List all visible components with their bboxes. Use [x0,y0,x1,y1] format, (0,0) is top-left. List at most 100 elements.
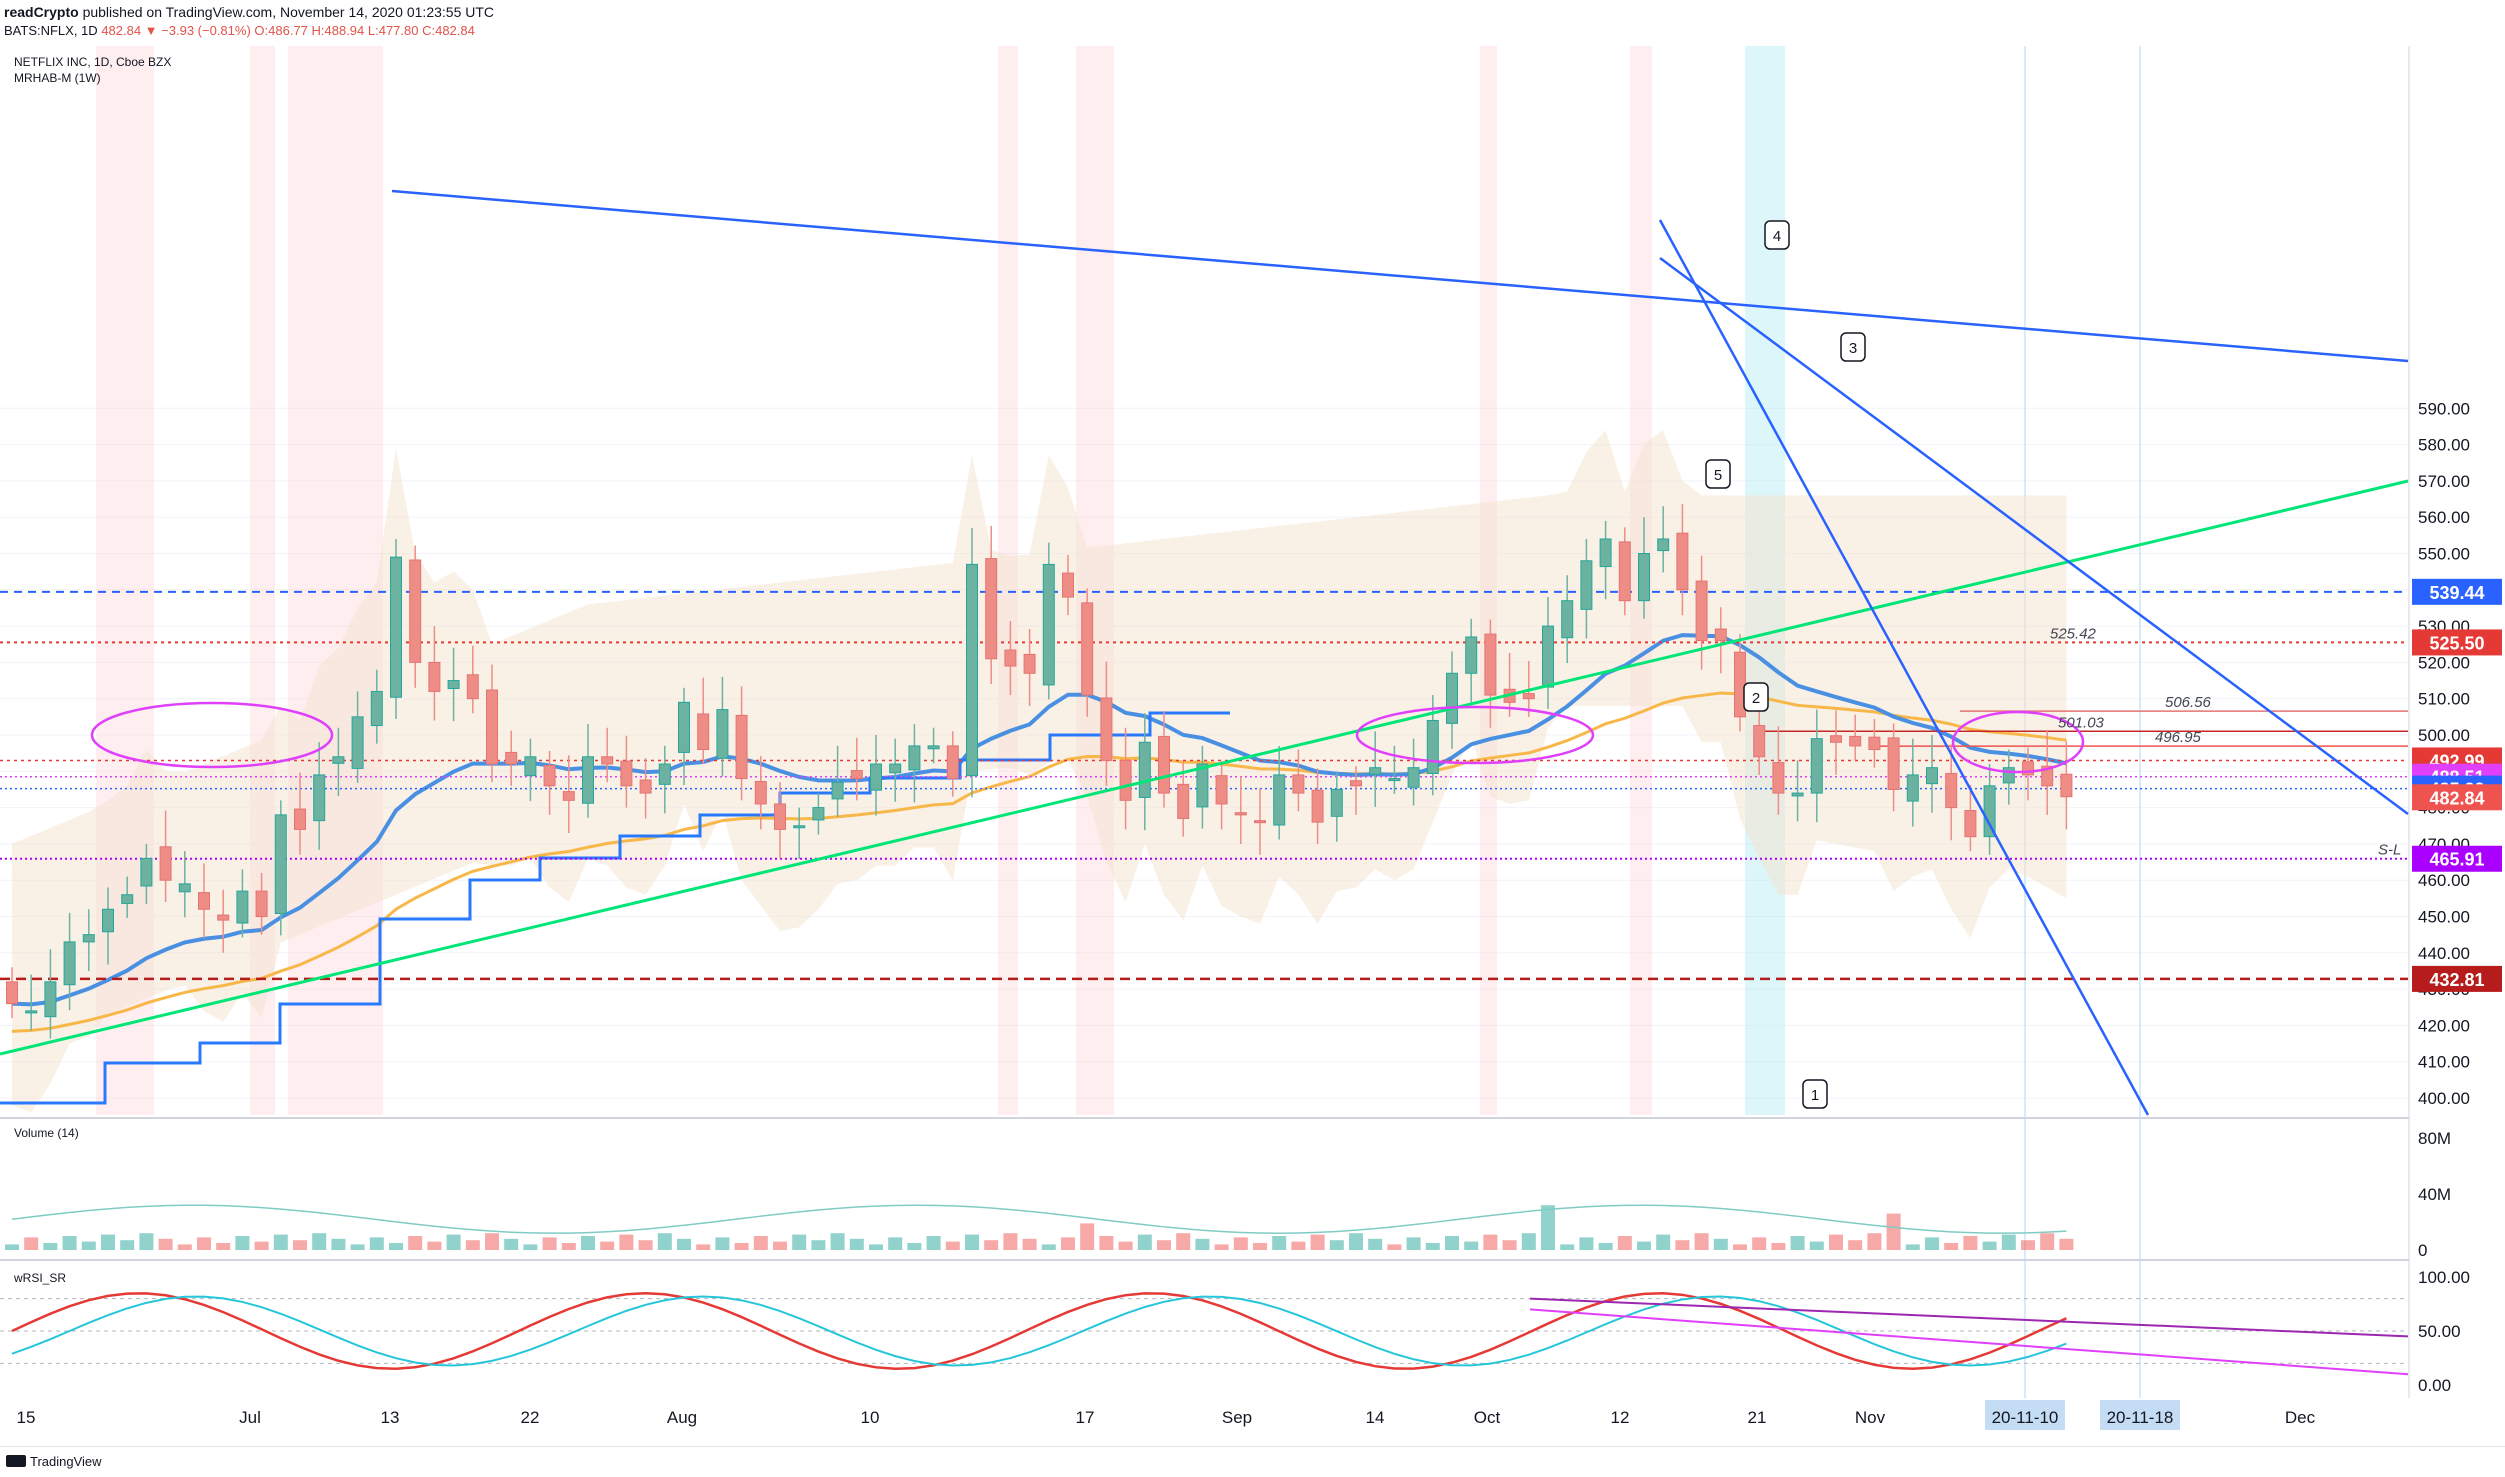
publisher-name[interactable]: readCrypto [4,4,79,20]
volume-bar [619,1234,634,1250]
callout-number: 2 [1752,690,1760,707]
symbol-label[interactable]: BATS:NFLX, 1D [4,23,98,38]
candle-body [889,763,902,774]
descending-resistance-line [391,189,2409,363]
volume-bar [2040,1233,2055,1250]
candle-body [217,914,230,921]
price-tick: 560.00 [2418,508,2470,527]
candle-body [390,556,402,698]
volume-bar [139,1233,154,1250]
chart-title: NETFLIX INC, 1D, Cboe BZX [14,55,171,69]
footer: TradingView [0,1446,2505,1477]
candle-body [1484,633,1497,696]
volume-bar [677,1238,691,1250]
price-label-box [2412,578,2502,605]
candle-body [2041,765,2054,787]
candle-body [1638,553,1650,602]
volume-bar [24,1237,39,1250]
candle-body [1446,672,1458,724]
volume-bar [1099,1236,1114,1250]
candle-body [1772,762,1785,794]
candle-body [255,890,268,918]
time-axis: 15 Jul 13 22 Aug 10 17 Sep 14 Oct 12 21 Nov 20-11-10 2… [17,1400,2316,1430]
volume-pane [5,1204,2074,1250]
volume-bar [408,1236,423,1250]
candle-body [1599,538,1612,568]
cloud-fill [12,430,2067,1113]
volume-bar [945,1241,960,1250]
candle-body [620,760,633,787]
candle-body [639,779,652,794]
volume-bar [1061,1237,1075,1250]
callout-box [1743,682,1769,712]
candle-body [601,756,614,765]
level-text: 525.42 [2050,626,2097,643]
candle-body [1926,767,1938,785]
candle-body [831,781,844,800]
volume-bar [2059,1238,2074,1250]
candle-body [1388,778,1401,782]
uptrend-green-line [0,479,2409,1056]
candle-body [524,756,537,777]
indicator-cloud [12,430,2067,1113]
price-tick: 400.00 [2418,1089,2470,1108]
volume-bar [369,1237,384,1250]
volume-bar [1944,1243,1959,1250]
volume-bar [638,1240,653,1250]
candle-body [1273,774,1286,826]
volume-bar [869,1244,883,1250]
candle-body [25,1010,38,1014]
date-badge [2100,1400,2180,1430]
callout-number: 4 [1773,228,1781,245]
price-label-text: 465.91 [2429,850,2484,870]
candle-body [927,745,940,750]
candle-body [1580,560,1593,610]
volume-bar [2001,1234,2016,1250]
level-text: S-L [2378,842,2401,859]
candle-body [658,763,671,785]
volume-bar [1022,1238,1037,1250]
time-tick: Sep [1222,1408,1252,1427]
tradingview-logo[interactable]: TradingView [6,1454,102,1469]
level-text: 496.95 [2155,729,2202,746]
volume-bar [350,1244,365,1250]
time-tick: 20-11-10 [1992,1408,2059,1427]
volume-bar [1560,1244,1575,1250]
candle-body [562,791,575,801]
volume-bar [696,1244,711,1250]
callout-number: 1 [1811,1087,1819,1104]
volume-bar [216,1243,231,1250]
volume-bar [1598,1243,1613,1250]
volume-bar [734,1243,749,1250]
candle-body [121,894,134,904]
candle-body [294,808,306,830]
time-tick: 15 [17,1408,36,1427]
candle-body [313,774,326,822]
volume-bar [984,1240,999,1250]
volume-bar [1502,1240,1517,1250]
candle-body [274,814,287,915]
time-tick: Oct [1474,1408,1501,1427]
volume-bar [1214,1244,1229,1250]
volume-bar [1809,1241,1824,1250]
candle-body [1081,602,1094,696]
candle-body [985,558,998,660]
candle-body [1810,738,1823,794]
volume-bar [1925,1237,1939,1250]
volume-label: Volume (14) [14,1126,79,1140]
volume-bar [1733,1244,1747,1250]
price-label-text: 539.44 [2429,583,2484,603]
candle-body [1254,820,1266,824]
candle-body [1849,735,1862,747]
volume-bar [485,1233,499,1250]
volume-bar [830,1233,845,1250]
ohlc-line: BATS:NFLX, 1D 482.84 ▼ −3.93 (−0.81%) O:… [4,23,475,38]
rsi-tick: 100.00 [2418,1268,2470,1287]
volume-bar [2021,1240,2035,1250]
volume-bar [293,1240,307,1250]
time-tick: 10 [861,1408,880,1427]
candle-body [102,908,114,933]
volume-bar [427,1241,442,1250]
publish-line: readCrypto published on TradingView.com,… [4,4,494,20]
